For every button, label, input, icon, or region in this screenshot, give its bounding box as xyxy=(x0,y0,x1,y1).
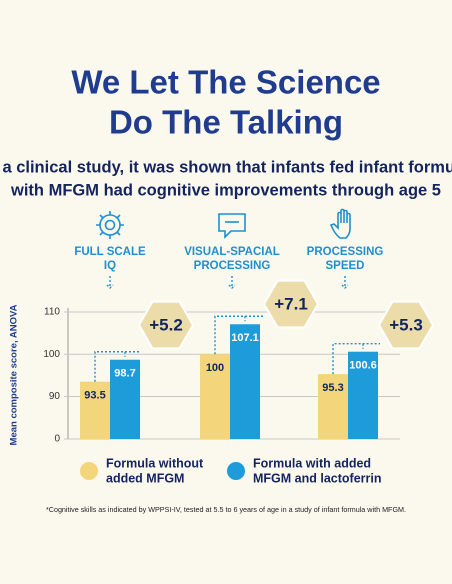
pointer-arrow xyxy=(228,276,236,289)
title-line: We Let The Science xyxy=(71,64,380,101)
value-label: 93.5 xyxy=(84,390,105,402)
category-label: VISUAL-SPACIAL xyxy=(184,246,280,258)
category-label: FULL SCALE xyxy=(74,246,146,258)
badge xyxy=(137,300,195,350)
y-axis-label: Mean composite score, ANOVA xyxy=(9,304,20,445)
badge xyxy=(377,300,435,350)
category-label: SPEED xyxy=(326,260,365,272)
bar xyxy=(348,351,378,439)
chat-icon xyxy=(218,213,246,239)
difference-label: +7.1 xyxy=(274,294,308,313)
difference-label: +5.3 xyxy=(389,315,423,334)
gear-icon xyxy=(96,211,124,239)
value-label: 107.1 xyxy=(231,332,259,344)
difference-label: +5.2 xyxy=(149,315,183,334)
subtitle-line: In a clinical study, it was shown that i… xyxy=(0,158,452,176)
bar xyxy=(318,374,348,439)
hand-icon xyxy=(329,208,351,239)
legend-label: added MFGM xyxy=(106,471,184,485)
value-label: 98.7 xyxy=(114,368,135,380)
category-label: PROCESSING xyxy=(307,246,384,258)
y-tick-label: 110 xyxy=(44,307,60,318)
connector xyxy=(94,351,140,382)
legend-label: Formula with added xyxy=(253,456,371,470)
bar xyxy=(200,354,230,439)
badge xyxy=(262,279,320,329)
legend-swatch xyxy=(227,462,245,480)
title-line: Do The Talking xyxy=(109,104,343,141)
legend-swatch xyxy=(80,462,98,480)
footnote: *Cognitive skills as indicated by WPPSI-… xyxy=(46,505,406,514)
pointer-arrow xyxy=(106,276,114,289)
category-label: IQ xyxy=(104,260,116,272)
connector xyxy=(332,343,380,375)
legend-label: Formula without xyxy=(106,456,204,470)
legend-label: MFGM and lactoferrin xyxy=(253,471,381,485)
category-label: PROCESSING xyxy=(194,260,271,272)
pointer-arrow xyxy=(341,276,349,289)
y-tick-label: 90 xyxy=(49,391,61,402)
bar xyxy=(230,324,260,439)
connector xyxy=(214,315,265,355)
bar xyxy=(110,359,140,439)
value-label: 95.3 xyxy=(322,382,343,394)
subtitle-line: with MFGM had cognitive improvements thr… xyxy=(10,181,441,199)
value-label: 100 xyxy=(206,362,224,374)
y-tick-label: 0 xyxy=(54,434,60,445)
value-label: 100.6 xyxy=(349,360,377,372)
y-tick-label: 100 xyxy=(43,349,60,360)
bar xyxy=(80,381,110,439)
